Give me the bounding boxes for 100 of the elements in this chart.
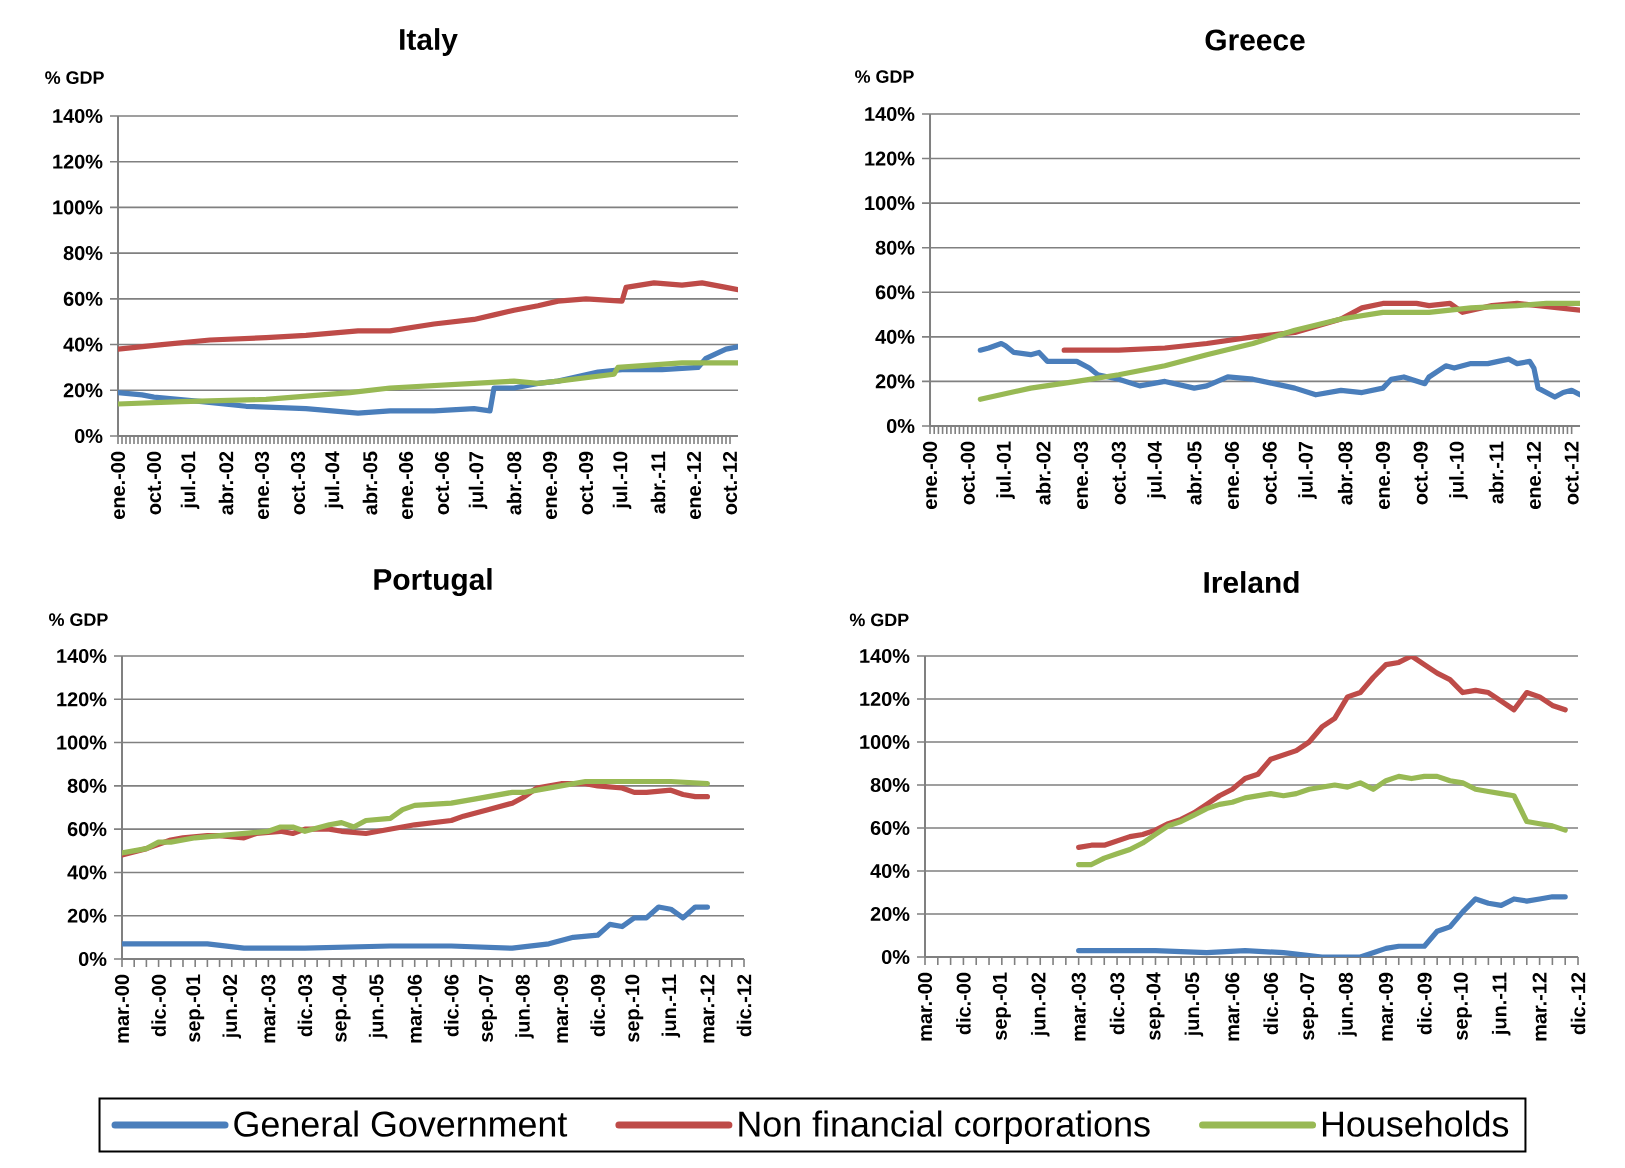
y-tick-label: 100% [53, 200, 103, 215]
chart-title: Ireland [1204, 571, 1299, 594]
x-tick-label: oct.-09 [578, 451, 594, 515]
x-tick-label: ene.-03 [1073, 441, 1089, 509]
x-tick-label: sep.-01 [186, 974, 205, 1043]
x-tick-label: jun.-05 [1184, 972, 1204, 1037]
x-tick-label: oct.-03 [290, 451, 306, 515]
x-tick-label: abr.-02 [1035, 441, 1051, 505]
x-tick-label: sep.-10 [625, 974, 644, 1043]
x-tick-label: jun.-08 [1338, 972, 1357, 1037]
x-tick-label: jul.-10 [612, 451, 632, 509]
x-tick-label: jun.-05 [368, 974, 388, 1039]
y-tick-label: 120% [860, 691, 910, 707]
y-axis-title: % GDP [849, 613, 909, 627]
x-tick-label: mar.-06 [1225, 972, 1240, 1041]
x-tick-label: sep.-01 [992, 972, 1011, 1041]
chart-title: Portugal [374, 568, 492, 597]
x-tick-label: dic.-12 [736, 974, 752, 1037]
x-tick-label: jul.-10 [1449, 441, 1468, 499]
chart-title: Italy [400, 28, 458, 56]
y-tick-label: 80% [63, 246, 103, 261]
x-tick-label: ene.-12 [1526, 441, 1541, 509]
y-tick-label: 140% [860, 648, 910, 664]
x-tick-label: oct.-03 [1111, 441, 1126, 505]
x-tick-label: dic.-00 [956, 972, 971, 1035]
y-tick-label: 140% [865, 106, 915, 122]
x-tick-label: ene.-12 [686, 451, 702, 519]
y-tick-label: 80% [67, 778, 107, 793]
x-tick-label: jun.-02 [222, 974, 242, 1039]
x-tick-label: oct.-06 [434, 451, 450, 515]
y-tick-label: 40% [63, 337, 103, 352]
x-tick-label: dic.-09 [1417, 972, 1432, 1035]
x-tick-label: mar.-06 [407, 974, 422, 1043]
legend-label: Non financial corporations [739, 1110, 1150, 1144]
y-tick-label: 120% [53, 154, 103, 169]
y-tick-label: 20% [875, 374, 915, 389]
x-tick-label: mar.-00 [114, 974, 130, 1043]
y-tick-label: 0% [886, 418, 915, 434]
legend-label: General Government [234, 1110, 568, 1137]
y-tick-label: 140% [53, 108, 103, 124]
x-tick-label: abr.-08 [506, 451, 522, 515]
x-tick-label: dic.-03 [1109, 972, 1125, 1035]
y-tick-label: 100% [57, 735, 107, 750]
x-tick-label: sep.-04 [1146, 972, 1165, 1041]
x-tick-label: dic.-09 [590, 974, 605, 1037]
y-tick-label: 60% [870, 820, 910, 836]
x-tick-label: mar.-03 [261, 974, 276, 1043]
x-tick-label: dic.-06 [1263, 972, 1279, 1035]
x-tick-label: jul.-04 [1147, 441, 1166, 499]
x-tick-label: sep.-07 [478, 974, 497, 1043]
x-tick-label: dic.-03 [297, 974, 313, 1037]
y-tick-label: 120% [865, 151, 915, 166]
x-tick-label: ene.-06 [398, 451, 414, 519]
x-tick-label: jun.-11 [661, 974, 681, 1038]
y-tick-label: 40% [875, 329, 915, 344]
y-tick-label: 20% [63, 383, 103, 398]
x-tick-label: abr.-02 [218, 451, 234, 515]
y-tick-label: 40% [67, 865, 107, 880]
y-tick-label: 60% [67, 822, 107, 837]
x-tick-label: mar.-03 [1071, 972, 1086, 1041]
x-tick-label: jul.-01 [996, 441, 1015, 499]
x-tick-label: ene.-06 [1224, 441, 1239, 509]
x-tick-label: mar.-09 [554, 974, 569, 1043]
y-tick-label: 120% [57, 692, 107, 707]
x-tick-label: oct.-06 [1262, 441, 1277, 505]
y-axis-title: % GDP [49, 613, 108, 626]
x-tick-label: abr.-08 [1337, 441, 1353, 505]
x-tick-label: abr.-05 [1186, 441, 1202, 505]
y-tick-label: 20% [67, 908, 107, 923]
x-tick-label: ene.-09 [542, 451, 558, 519]
y-tick-label: 60% [63, 291, 103, 306]
x-tick-label: jun.-11 [1491, 972, 1511, 1036]
y-tick-label: 20% [870, 906, 910, 922]
y-tick-label: 80% [870, 777, 910, 793]
x-tick-label: oct.-12 [1564, 441, 1579, 505]
y-tick-label: 140% [57, 648, 107, 664]
x-tick-label: dic.-12 [1570, 972, 1586, 1035]
x-tick-label: dic.-06 [443, 974, 459, 1037]
x-tick-label: mar.-12 [700, 974, 715, 1043]
y-axis-title: % GDP [45, 71, 104, 84]
x-tick-label: jul.-01 [180, 451, 200, 509]
x-tick-label: jun.-08 [515, 974, 534, 1039]
y-tick-label: 100% [860, 734, 910, 750]
x-tick-label: mar.-09 [1378, 972, 1393, 1041]
x-tick-label: oct.-12 [722, 451, 738, 515]
y-tick-label: 60% [875, 285, 915, 300]
x-tick-label: ene.-00 [922, 441, 938, 509]
x-tick-label: ene.-03 [254, 451, 270, 519]
x-tick-label: oct.-00 [146, 451, 162, 515]
x-tick-label: mar.-12 [1532, 972, 1547, 1041]
x-tick-label: abr.-11 [650, 451, 666, 514]
x-tick-label: sep.-10 [1453, 972, 1472, 1041]
y-axis-title: % GDP [855, 70, 914, 83]
legend-label: Households [1322, 1110, 1509, 1137]
y-tick-label: 0% [881, 949, 910, 965]
x-tick-label: jun.-02 [1030, 972, 1050, 1037]
x-tick-label: abr.-11 [1488, 441, 1504, 504]
chart-title: Greece [1205, 29, 1305, 51]
x-tick-label: oct.-09 [1413, 441, 1428, 505]
x-tick-label: sep.-04 [332, 974, 351, 1043]
